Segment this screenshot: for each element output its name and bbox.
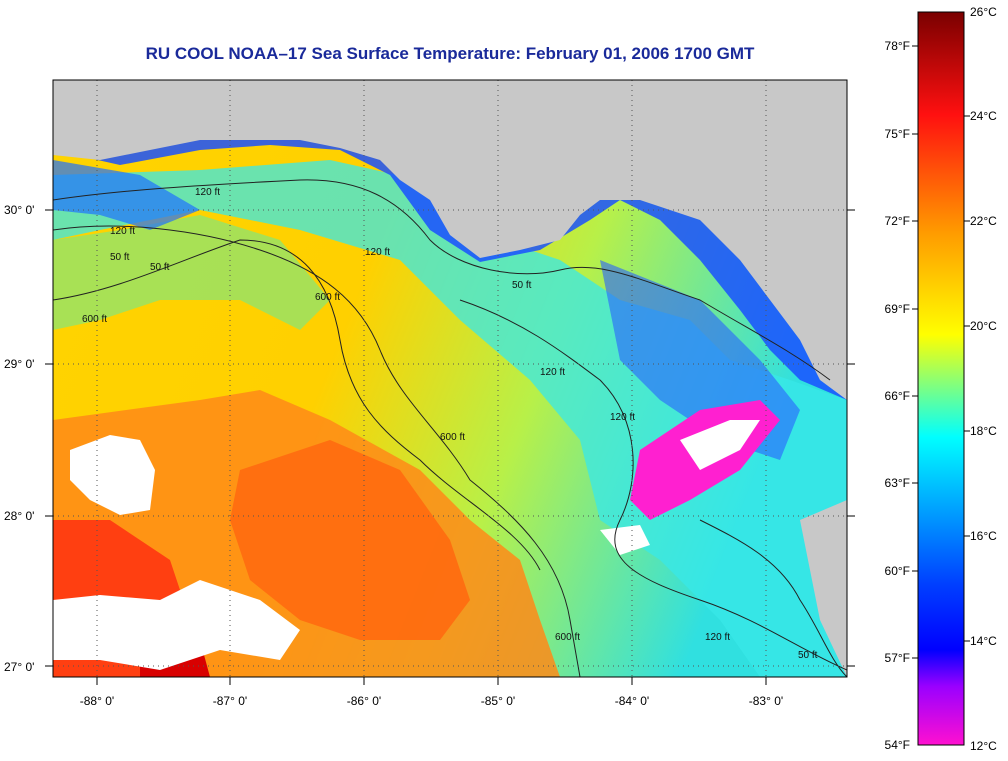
- contour-label: 120 ft: [540, 367, 565, 378]
- contour-label: 50 ft: [798, 650, 818, 661]
- contour-label: 50 ft: [110, 252, 130, 263]
- lat-label: 27° 0': [4, 660, 34, 674]
- lon-label: -83° 0': [749, 694, 783, 708]
- lon-label: -84° 0': [615, 694, 649, 708]
- cool-shelf-water: [53, 160, 847, 677]
- c-label: 14°C: [970, 634, 997, 648]
- lon-label: -87° 0': [213, 694, 247, 708]
- lat-label: 29° 0': [4, 357, 34, 371]
- f-label: 63°F: [885, 476, 910, 490]
- longitude-labels: -88° 0' -87° 0' -86° 0' -85° 0' -84° 0' …: [80, 694, 783, 708]
- contour-label: 120 ft: [705, 632, 730, 643]
- fahrenheit-labels: 78°F 75°F 72°F 69°F 66°F 63°F 60°F 57°F …: [885, 39, 910, 752]
- cloud-patch: [70, 435, 155, 515]
- f-label: 54°F: [885, 738, 910, 752]
- contour-label: 120 ft: [110, 226, 135, 237]
- lon-label: -86° 0': [347, 694, 381, 708]
- hot-water-region: [230, 440, 470, 640]
- f-label: 66°F: [885, 389, 910, 403]
- c-label: 22°C: [970, 214, 997, 228]
- contour-label: 600 ft: [82, 314, 107, 325]
- cloud-patch: [53, 580, 300, 670]
- c-label: 12°C: [970, 739, 997, 753]
- depth-contours: [53, 179, 847, 677]
- f-label: 72°F: [885, 214, 910, 228]
- figure-title: RU COOL NOAA–17 Sea Surface Temperature:…: [145, 44, 755, 63]
- contour-label: 600 ft: [555, 632, 580, 643]
- c-label: 18°C: [970, 424, 997, 438]
- f-label: 75°F: [885, 127, 910, 141]
- c-label: 20°C: [970, 319, 997, 333]
- axis-ticks: [45, 209, 855, 685]
- lat-label: 28° 0': [4, 509, 34, 523]
- contour-label: 50 ft: [512, 280, 532, 291]
- c-label: 26°C: [970, 5, 997, 19]
- lon-label: -88° 0': [80, 694, 114, 708]
- contour-label: 120 ft: [365, 247, 390, 258]
- contour-label: 50 ft: [150, 262, 170, 273]
- f-label: 69°F: [885, 302, 910, 316]
- f-label: 78°F: [885, 39, 910, 53]
- c-label: 16°C: [970, 529, 997, 543]
- colorbar-ticks: [912, 45, 970, 659]
- map-frame: [52, 79, 848, 678]
- f-label: 60°F: [885, 564, 910, 578]
- contour-labels: 120 ft 50 ft 50 ft 120 ft 120 ft 600 ft …: [82, 187, 818, 661]
- f-label: 57°F: [885, 651, 910, 665]
- c-label: 24°C: [970, 109, 997, 123]
- contour-label: 600 ft: [440, 432, 465, 443]
- land-mass: [53, 80, 847, 400]
- contour-label: 600 ft: [315, 292, 340, 303]
- celsius-labels: 26°C 24°C 22°C 20°C 18°C 16°C 14°C 12°C: [970, 5, 997, 753]
- lon-label: -85° 0': [481, 694, 515, 708]
- colorbar: [917, 11, 965, 746]
- map-area: 120 ft 50 ft 50 ft 120 ft 120 ft 600 ft …: [53, 80, 847, 677]
- contour-label: 120 ft: [610, 412, 635, 423]
- lat-label: 30° 0': [4, 203, 34, 217]
- contour-label: 120 ft: [195, 187, 220, 198]
- latitude-labels: 30° 0' 29° 0' 28° 0' 27° 0': [4, 203, 34, 674]
